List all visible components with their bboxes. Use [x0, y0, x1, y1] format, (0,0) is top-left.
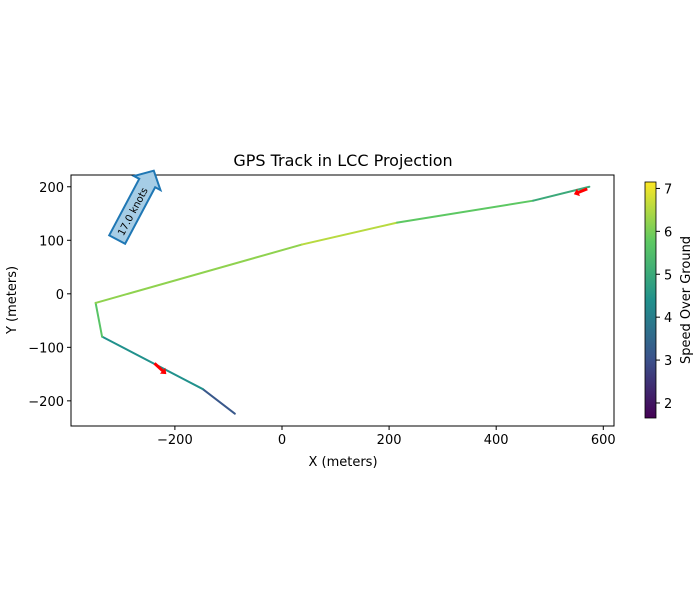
track-segment	[532, 185, 591, 202]
x-tick-label: 0	[278, 433, 286, 448]
y-axis-ticks: −200 −100 0 100 200	[28, 181, 71, 410]
colorbar-tick-label: 5	[664, 268, 672, 283]
colorbar-label: Speed Over Ground	[679, 236, 694, 364]
colorbar-ticks: 2 3 4 5 6 7	[656, 182, 672, 412]
colorbar-tick-label: 2	[664, 397, 672, 412]
y-axis-label: Y (meters)	[5, 266, 20, 335]
track-segment	[201, 388, 236, 415]
track-segment	[396, 199, 535, 224]
chart-title: GPS Track in LCC Projection	[233, 151, 452, 170]
x-tick-label: 200	[377, 433, 402, 448]
y-tick-label: 100	[39, 234, 64, 249]
track-segment	[94, 301, 104, 338]
colorbar-tick-label: 6	[664, 225, 672, 240]
y-tick-label: 0	[56, 288, 64, 303]
heading-arrow	[573, 187, 588, 197]
x-tick-label: 600	[591, 433, 616, 448]
speed-arrow-icon	[107, 169, 163, 246]
x-tick-label: −200	[157, 433, 193, 448]
track-segment	[101, 335, 204, 391]
track-segment	[94, 243, 303, 304]
colorbar-tick-label: 4	[664, 311, 672, 326]
colorbar-tick-label: 7	[664, 182, 672, 197]
y-tick-label: −100	[28, 341, 64, 356]
y-tick-label: 200	[39, 181, 64, 196]
x-tick-label: 400	[484, 433, 509, 448]
x-axis-label: X (meters)	[308, 455, 377, 470]
track-segment	[300, 221, 399, 246]
colorbar-tick-label: 3	[664, 354, 672, 369]
x-axis-ticks: −200 0 200 400 600	[157, 426, 616, 448]
axes-frame	[70, 174, 615, 427]
colorbar	[644, 181, 657, 419]
heading-arrow	[153, 362, 167, 375]
speed-annotation: 17.0 knots	[107, 169, 163, 246]
y-tick-label: −200	[28, 395, 64, 410]
plot-area	[94, 185, 591, 415]
